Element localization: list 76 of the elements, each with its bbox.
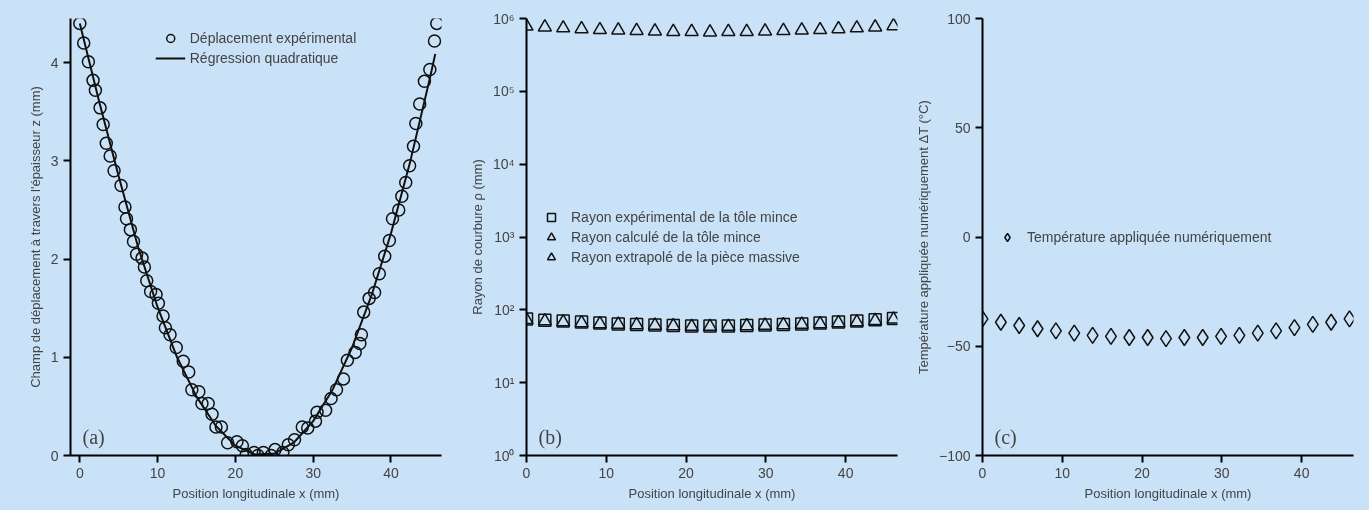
y-tick-label: 0 [962,229,971,245]
point [831,20,846,34]
annotation: (c) [994,425,1017,449]
point [1270,322,1283,340]
y-tick-label: 10⁵ [493,83,515,100]
y-tick-label: 1 [50,349,59,366]
point [812,21,828,35]
y-axis-title: Rayon de courbure ρ (mm) [469,159,485,315]
point [721,23,736,37]
point [1049,322,1062,340]
y-tick-label: 2 [50,251,59,268]
y-tick-label: 10³ [494,229,515,245]
point [592,21,608,35]
point [1068,324,1081,342]
point [647,22,663,36]
x-tick-label: 30 [305,464,322,481]
x-tick-label: 20 [1134,464,1151,481]
point [611,21,626,35]
y-axis-title: Température appliquée numériquement ΔT (°C) [915,100,931,374]
y-tick-label: −100 [938,447,971,464]
x-axis-title: Position longitudinale x (mm) [628,485,796,501]
legend-label: Rayon calculé de la tôle mince [571,228,761,245]
y-tick-label: 4 [50,54,59,71]
x-axis-title: Position longitudinale x (mm) [1084,485,1252,501]
x-axis-title: Position longitudinale x (mm) [172,485,340,501]
y-axis-title: Champ de déplacement à travers l'épaisseur z (mm) [27,86,43,388]
point [1214,327,1228,346]
annotation: (b) [538,425,562,449]
point [1159,329,1173,348]
point [867,18,883,32]
x-tick-label: 40 [837,464,854,481]
x-tick-label: 30 [758,464,774,481]
y-tick-label: 0 [50,447,59,464]
y-tick-label: 10² [494,301,515,318]
x-tick-label: 0 [978,464,987,481]
y-tick-label: −50 [946,338,971,355]
x-tick-label: 10 [598,464,615,481]
x-tick-label: 10 [149,464,166,481]
point [849,19,865,33]
x-tick-label: 20 [227,464,244,481]
point [702,23,718,37]
point [739,23,754,37]
x-tick-label: 10 [1054,464,1071,481]
legend-label: Déplacement expérimental [189,30,357,46]
x-tick-label: 0 [75,464,84,481]
x-tick-label: 40 [1293,464,1310,481]
y-tick-label: 100 [947,10,971,27]
y-tick-label: 10⁴ [492,156,515,173]
y-tick-label: 10⁰ [493,447,515,464]
y-tick-label: 10¹ [494,374,515,391]
x-tick-label: 0 [522,464,531,481]
point [537,18,553,32]
point [1325,313,1338,331]
point [666,23,681,37]
legend-label: Température appliquée numériquement [1027,228,1272,245]
annotation: (a) [82,425,105,449]
y-tick-label: 50 [954,119,971,136]
legend-label: Rayon expérimental de la tôle mince [571,208,798,225]
point [574,20,589,34]
legend-label: Régression quadratique [189,50,339,66]
y-tick-label: 3 [50,152,59,169]
point [1104,327,1118,346]
point [1031,320,1044,338]
point [629,22,644,36]
point [1251,324,1264,342]
point [757,22,773,36]
point [776,22,791,36]
x-tick-label: 30 [1214,464,1230,481]
y-tick-label: 10⁶ [493,10,515,27]
point [994,313,1007,331]
x-tick-label: 40 [383,464,399,481]
legend-label: Rayon extrapolé de la pièce massive [571,248,800,265]
x-tick-label: 20 [678,464,695,481]
point [684,23,699,37]
point [794,21,810,35]
point [555,19,571,33]
